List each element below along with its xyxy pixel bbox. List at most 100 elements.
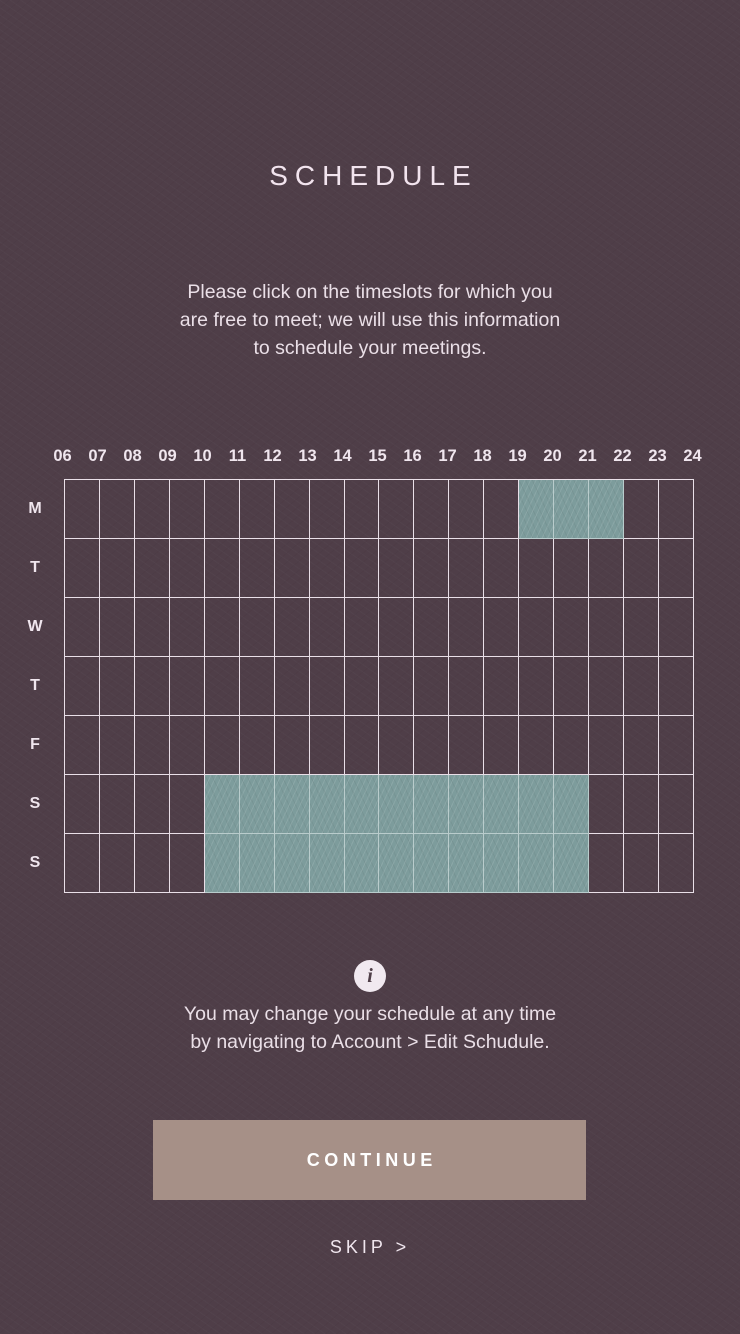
timeslot-cell[interactable]	[344, 834, 380, 893]
timeslot-cell[interactable]	[204, 539, 240, 598]
timeslot-cell[interactable]	[99, 834, 135, 893]
timeslot-cell[interactable]	[484, 775, 520, 834]
timeslot-cell[interactable]	[379, 657, 415, 716]
timeslot-cell[interactable]	[484, 539, 520, 598]
timeslot-cell[interactable]	[65, 480, 100, 539]
timeslot-cell[interactable]	[624, 598, 660, 657]
timeslot-cell[interactable]	[344, 775, 380, 834]
timeslot-cell[interactable]	[554, 480, 590, 539]
timeslot-cell[interactable]	[65, 716, 100, 775]
timeslot-cell[interactable]	[169, 598, 205, 657]
timeslot-cell[interactable]	[554, 657, 590, 716]
timeslot-cell[interactable]	[659, 539, 694, 598]
timeslot-cell[interactable]	[449, 834, 485, 893]
timeslot-cell[interactable]	[414, 834, 450, 893]
timeslot-cell[interactable]	[134, 657, 170, 716]
timeslot-cell[interactable]	[449, 598, 485, 657]
timeslot-cell[interactable]	[169, 657, 205, 716]
timeslot-cell[interactable]	[554, 598, 590, 657]
timeslot-cell[interactable]	[449, 657, 485, 716]
timeslot-cell[interactable]	[99, 716, 135, 775]
timeslot-cell[interactable]	[379, 775, 415, 834]
timeslot-cell[interactable]	[484, 834, 520, 893]
timeslot-cell[interactable]	[449, 716, 485, 775]
timeslot-cell[interactable]	[414, 598, 450, 657]
timeslot-cell[interactable]	[449, 539, 485, 598]
timeslot-cell[interactable]	[134, 775, 170, 834]
timeslot-cell[interactable]	[414, 657, 450, 716]
continue-button[interactable]: CONTINUE	[153, 1120, 586, 1200]
timeslot-cell[interactable]	[589, 775, 625, 834]
timeslot-cell[interactable]	[379, 539, 415, 598]
timeslot-cell[interactable]	[519, 657, 555, 716]
timeslot-cell[interactable]	[519, 834, 555, 893]
timeslot-cell[interactable]	[344, 657, 380, 716]
timeslot-cell[interactable]	[239, 716, 275, 775]
timeslot-cell[interactable]	[274, 657, 310, 716]
timeslot-cell[interactable]	[309, 716, 345, 775]
timeslot-cell[interactable]	[519, 598, 555, 657]
timeslot-cell[interactable]	[204, 657, 240, 716]
timeslot-cell[interactable]	[484, 480, 520, 539]
timeslot-cell[interactable]	[274, 775, 310, 834]
timeslot-cell[interactable]	[309, 480, 345, 539]
timeslot-cell[interactable]	[519, 775, 555, 834]
timeslot-cell[interactable]	[239, 834, 275, 893]
timeslot-cell[interactable]	[554, 775, 590, 834]
timeslot-cell[interactable]	[379, 716, 415, 775]
timeslot-cell[interactable]	[274, 716, 310, 775]
timeslot-cell[interactable]	[309, 539, 345, 598]
timeslot-cell[interactable]	[344, 598, 380, 657]
timeslot-cell[interactable]	[554, 834, 590, 893]
timeslot-cell[interactable]	[309, 598, 345, 657]
timeslot-cell[interactable]	[624, 480, 660, 539]
timeslot-cell[interactable]	[484, 657, 520, 716]
timeslot-cell[interactable]	[204, 775, 240, 834]
timeslot-cell[interactable]	[204, 716, 240, 775]
timeslot-cell[interactable]	[484, 716, 520, 775]
timeslot-cell[interactable]	[659, 480, 694, 539]
timeslot-cell[interactable]	[65, 539, 100, 598]
timeslot-cell[interactable]	[134, 539, 170, 598]
timeslot-cell[interactable]	[484, 598, 520, 657]
timeslot-cell[interactable]	[204, 480, 240, 539]
timeslot-cell[interactable]	[274, 539, 310, 598]
timeslot-cell[interactable]	[65, 657, 100, 716]
timeslot-cell[interactable]	[309, 775, 345, 834]
timeslot-cell[interactable]	[169, 775, 205, 834]
timeslot-cell[interactable]	[99, 598, 135, 657]
timeslot-cell[interactable]	[344, 539, 380, 598]
timeslot-cell[interactable]	[204, 598, 240, 657]
timeslot-cell[interactable]	[659, 834, 694, 893]
timeslot-cell[interactable]	[589, 598, 625, 657]
timeslot-cell[interactable]	[344, 480, 380, 539]
timeslot-cell[interactable]	[519, 716, 555, 775]
timeslot-cell[interactable]	[624, 657, 660, 716]
timeslot-cell[interactable]	[309, 834, 345, 893]
timeslot-cell[interactable]	[624, 716, 660, 775]
timeslot-cell[interactable]	[589, 657, 625, 716]
timeslot-cell[interactable]	[414, 480, 450, 539]
timeslot-cell[interactable]	[449, 480, 485, 539]
timeslot-cell[interactable]	[659, 657, 694, 716]
timeslot-cell[interactable]	[449, 775, 485, 834]
timeslot-cell[interactable]	[204, 834, 240, 893]
timeslot-cell[interactable]	[239, 657, 275, 716]
timeslot-cell[interactable]	[274, 480, 310, 539]
timeslot-cell[interactable]	[239, 480, 275, 539]
timeslot-cell[interactable]	[134, 716, 170, 775]
timeslot-cell[interactable]	[99, 480, 135, 539]
timeslot-cell[interactable]	[554, 539, 590, 598]
timeslot-cell[interactable]	[624, 539, 660, 598]
timeslot-cell[interactable]	[239, 775, 275, 834]
timeslot-cell[interactable]	[659, 598, 694, 657]
timeslot-cell[interactable]	[659, 775, 694, 834]
timeslot-cell[interactable]	[519, 480, 555, 539]
timeslot-cell[interactable]	[169, 834, 205, 893]
timeslot-cell[interactable]	[624, 834, 660, 893]
timeslot-cell[interactable]	[134, 834, 170, 893]
timeslot-cell[interactable]	[589, 834, 625, 893]
timeslot-cell[interactable]	[169, 539, 205, 598]
timeslot-cell[interactable]	[99, 539, 135, 598]
timeslot-cell[interactable]	[589, 480, 625, 539]
